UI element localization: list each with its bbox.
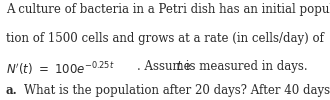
Text: . Assume: . Assume bbox=[137, 60, 194, 73]
Text: What is the population after 20 days? After 40 days?: What is the population after 20 days? Af… bbox=[24, 84, 330, 97]
Text: a.: a. bbox=[6, 84, 18, 97]
Text: tion of 1500 cells and grows at a rate (in cells/day) of: tion of 1500 cells and grows at a rate (… bbox=[6, 32, 324, 45]
Text: $t$: $t$ bbox=[176, 60, 183, 73]
Text: A culture of bacteria in a Petri dish has an initial popula-: A culture of bacteria in a Petri dish ha… bbox=[6, 3, 330, 16]
Text: $N'(t)\ =\ 100e^{-0.25t}$: $N'(t)\ =\ 100e^{-0.25t}$ bbox=[6, 60, 115, 78]
Text: is measured in days.: is measured in days. bbox=[182, 60, 308, 73]
